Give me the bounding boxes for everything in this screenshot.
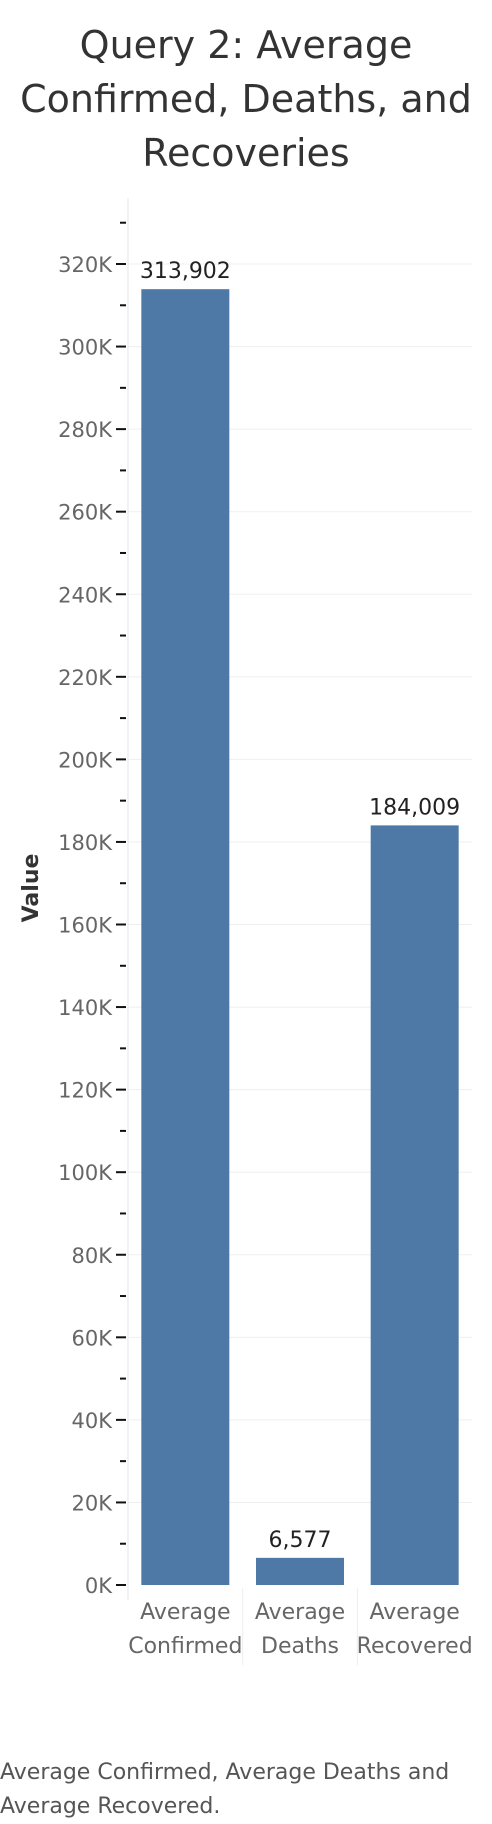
bar — [256, 1557, 344, 1585]
bar — [370, 825, 459, 1585]
x-tick-label: Average — [140, 1600, 230, 1625]
bars — [141, 289, 459, 1585]
chart-title-line-2: Confirmed, Deaths, and — [20, 77, 472, 121]
y-tick-label: 100K — [58, 1161, 113, 1185]
y-tick-label: 20K — [72, 1491, 114, 1515]
y-tick-label: 60K — [72, 1326, 114, 1350]
y-tick-label: 180K — [58, 831, 113, 855]
x-tick-label: Confirmed — [128, 1634, 242, 1659]
bar-data-label: 313,902 — [140, 259, 231, 284]
y-tick-label: 160K — [58, 914, 113, 938]
x-tick-label: Average — [255, 1600, 345, 1625]
bar-data-label: 6,577 — [269, 1528, 332, 1553]
data-labels: 313,902 6,577 184,009 — [140, 259, 460, 1553]
y-tick-label: 280K — [58, 418, 113, 442]
y-tick-label: 300K — [58, 336, 113, 360]
y-tick-label: 40K — [72, 1409, 114, 1433]
y-tick-label: 140K — [58, 996, 113, 1020]
y-tick-label: 80K — [72, 1244, 114, 1268]
chart-title: Query 2: Average Confirmed, Deaths, and … — [0, 18, 492, 180]
chart-title-line-3: Recoveries — [142, 131, 350, 175]
x-axis: Average Confirmed Average Deaths Average Reco… — [128, 1588, 473, 1665]
y-axis-title: Value — [19, 854, 44, 923]
bar — [141, 289, 230, 1585]
bar-chart: 0K 20K 40K 60K 80K 100K 120K 140K 160K 180K 200K 22… — [19, 197, 473, 1665]
y-tick-label: 120K — [58, 1079, 113, 1103]
y-tick-label: 220K — [58, 666, 113, 690]
x-tick-label: Average — [369, 1600, 459, 1625]
x-tick-label: Recovered — [357, 1634, 473, 1659]
y-tick-label: 0K — [85, 1574, 113, 1598]
chart-caption: Average Confirmed, Average Deaths and Av… — [0, 1760, 450, 1819]
y-tick-label: 320K — [58, 253, 113, 277]
y-tick-label: 260K — [58, 501, 113, 525]
y-tick-label: 200K — [58, 748, 113, 772]
bar-data-label: 184,009 — [369, 795, 460, 820]
chart-title-line-1: Query 2: Average — [79, 23, 413, 67]
y-tick-label: 240K — [58, 583, 113, 607]
x-tick-label: Deaths — [261, 1634, 339, 1659]
y-axis: 0K 20K 40K 60K 80K 100K 120K 140K 160K 180K 200K 22… — [58, 197, 129, 1600]
